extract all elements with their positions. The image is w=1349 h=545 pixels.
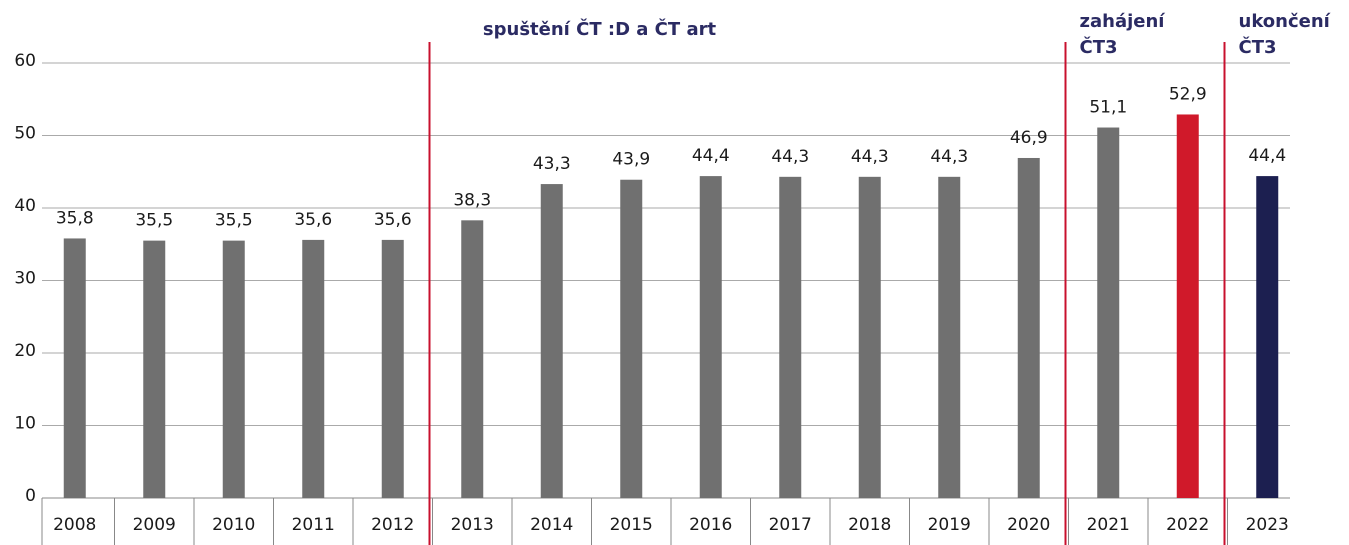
bar (779, 176, 802, 498)
y-tick-label: 20 (14, 341, 36, 361)
x-tick-label: 2010 (212, 515, 255, 535)
bar (620, 179, 643, 498)
annotation: ČT3 (1080, 36, 1118, 58)
value-label: 35,5 (135, 211, 173, 231)
x-tick-label: 2023 (1246, 515, 1289, 535)
y-tick-label: 0 (25, 486, 36, 506)
value-label: 44,4 (1248, 146, 1286, 166)
y-tick-label: 40 (14, 196, 36, 216)
x-tick-label: 2015 (610, 515, 653, 535)
value-label: 35,5 (215, 211, 253, 231)
annotation: ukončení (1239, 11, 1331, 32)
value-label: 44,3 (930, 147, 968, 167)
bar (699, 176, 722, 498)
value-label: 46,9 (1010, 128, 1048, 148)
annotation: spuštění ČT :D a ČT art (483, 18, 717, 40)
bar (858, 176, 881, 498)
bar (222, 240, 245, 498)
x-tick-label: 2012 (371, 515, 414, 535)
x-tick-label: 2011 (292, 515, 335, 535)
x-tick-label: 2022 (1166, 515, 1209, 535)
value-label: 51,1 (1089, 98, 1127, 118)
x-tick-label: 2014 (530, 515, 573, 535)
bar (1256, 176, 1279, 498)
bar (302, 239, 325, 498)
y-tick-label: 50 (14, 124, 36, 144)
y-tick-label: 10 (14, 414, 36, 434)
value-label: 38,3 (453, 190, 491, 210)
x-tick-label: 2017 (769, 515, 812, 535)
x-tick-label: 2020 (1007, 515, 1050, 535)
value-label: 35,6 (374, 210, 412, 230)
x-tick-label: 2009 (133, 515, 176, 535)
bar (63, 238, 86, 498)
value-label: 35,6 (294, 210, 332, 230)
bar (1176, 114, 1199, 498)
annotation: zahájení (1080, 11, 1166, 32)
value-label: 43,3 (533, 154, 571, 174)
x-tick-label: 2008 (53, 515, 96, 535)
value-label: 35,8 (56, 208, 94, 228)
x-tick-label: 2018 (848, 515, 891, 535)
bar (143, 240, 166, 498)
bar (540, 184, 563, 498)
y-tick-label: 60 (14, 51, 36, 71)
x-tick-label: 2021 (1087, 515, 1130, 535)
value-label: 44,3 (771, 147, 809, 167)
bar (461, 220, 484, 498)
x-tick-label: 2013 (451, 515, 494, 535)
bar (381, 239, 404, 498)
annotation: ČT3 (1239, 36, 1277, 58)
value-label: 44,3 (851, 147, 889, 167)
value-label: 52,9 (1169, 84, 1207, 104)
value-label: 43,9 (612, 150, 650, 170)
bar (1017, 157, 1040, 498)
bar (938, 176, 961, 498)
bar (1097, 127, 1120, 499)
value-label: 44,4 (692, 146, 730, 166)
y-tick-label: 30 (14, 269, 36, 289)
x-tick-label: 2019 (928, 515, 971, 535)
x-tick-label: 2016 (689, 515, 732, 535)
